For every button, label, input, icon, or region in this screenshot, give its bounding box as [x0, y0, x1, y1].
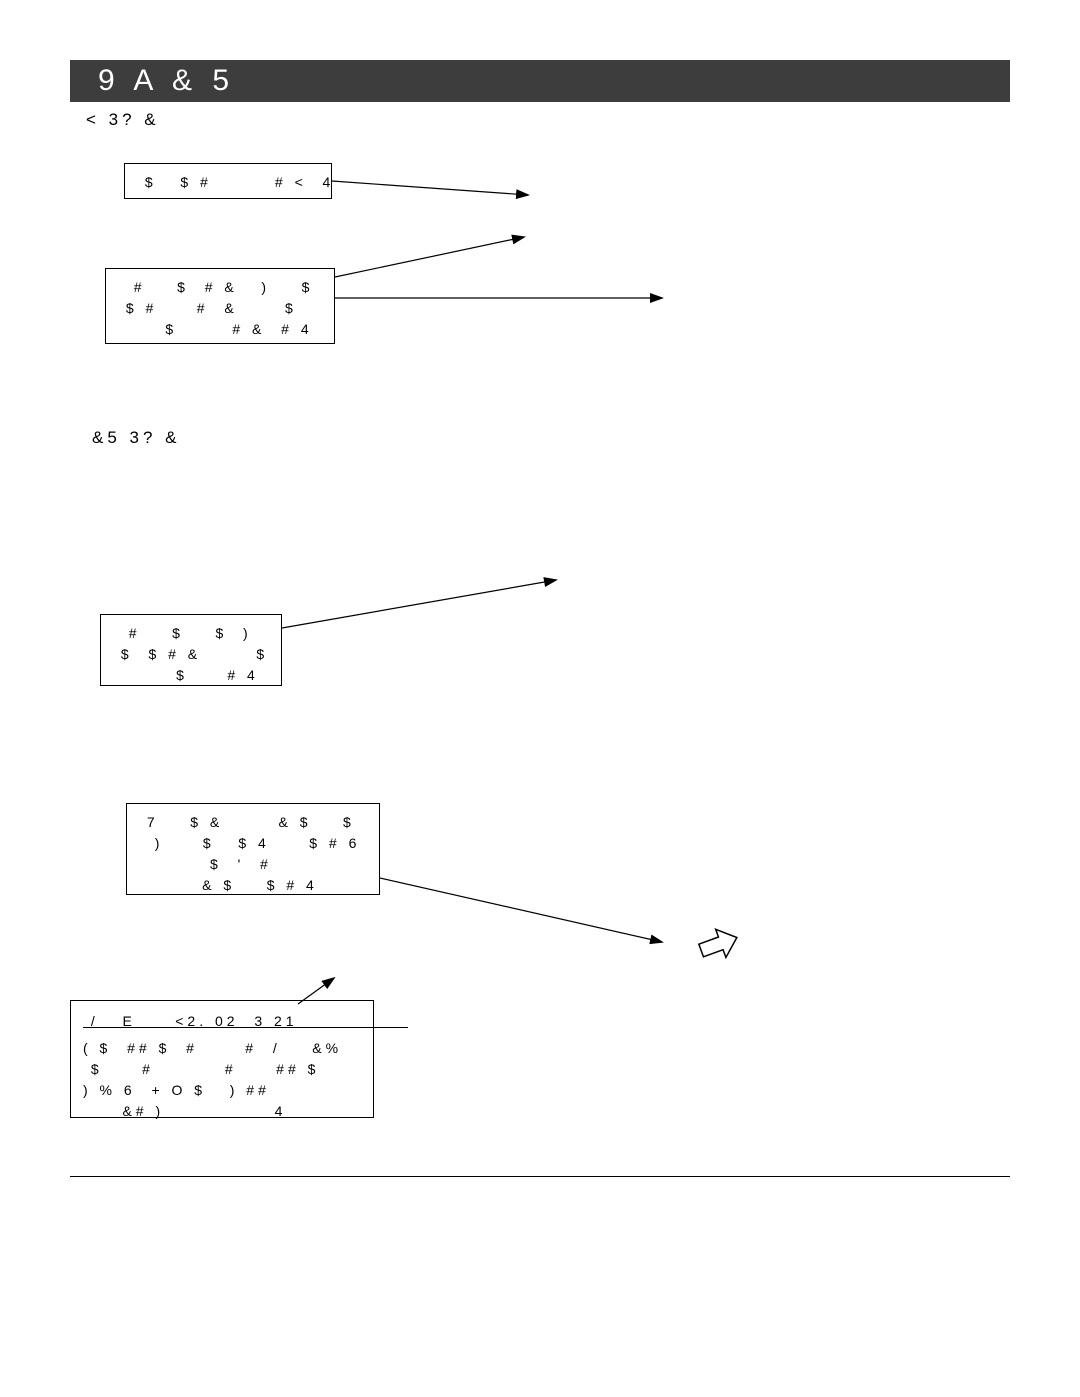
box-4: 7 $ & & $ $ ) $ $ 4 $ # 6 $ ' # & $ $ # …: [126, 803, 380, 895]
box-3-line-1: $ $ # & $: [113, 644, 269, 665]
box-2-line-0: # $ # & ) $: [118, 277, 322, 298]
box-1: $ $ # # < 4: [124, 163, 332, 199]
bottom-rule: [70, 1176, 1010, 1177]
header-bar: 9 A & 5: [70, 60, 1010, 102]
box-3-line-0: # $ $ ): [113, 623, 269, 644]
header-text: 9 A & 5: [98, 64, 235, 98]
box-5: / E <2. 02 3 21 ( $ ## $ # # / &% $ # # …: [70, 1000, 374, 1118]
box-3-line-2: $ # 4: [113, 665, 269, 686]
arrow-overlay: [0, 0, 1080, 1397]
section-label-1: < 3? &: [86, 110, 160, 130]
box-4-line-1: ) $ $ 4 $ # 6: [139, 833, 367, 854]
box-4-line-0: 7 $ & & $ $: [139, 812, 367, 833]
box-1-line-0: $ $ # # < 4: [137, 172, 319, 193]
box-5-line-0: ( $ ## $ # # / &%: [83, 1038, 361, 1059]
box-5-title: / E <2. 02 3 21: [83, 1011, 361, 1032]
box-4-line-3: & $ $ # 4: [139, 875, 367, 896]
box-2-line-2: $ # & # 4: [118, 319, 322, 340]
box-5-line-3: &# ) 4: [83, 1101, 361, 1122]
section-label-2: &5 3? &: [92, 428, 181, 448]
page: 9 A & 5 < 3? & &5 3? & $ $ # # < 4 # $ #…: [0, 0, 1080, 1397]
box-5-line-1: $ # # ## $: [83, 1059, 361, 1080]
box-3: # $ $ ) $ $ # & $ $ # 4: [100, 614, 282, 686]
box-2-line-1: $ # # & $: [118, 298, 322, 319]
box-4-line-2: $ ' #: [139, 854, 367, 875]
box-2: # $ # & ) $ $ # # & $ $ # & # 4: [105, 268, 335, 344]
box-5-line-2: ) % 6 + O $ ) ##: [83, 1080, 361, 1101]
